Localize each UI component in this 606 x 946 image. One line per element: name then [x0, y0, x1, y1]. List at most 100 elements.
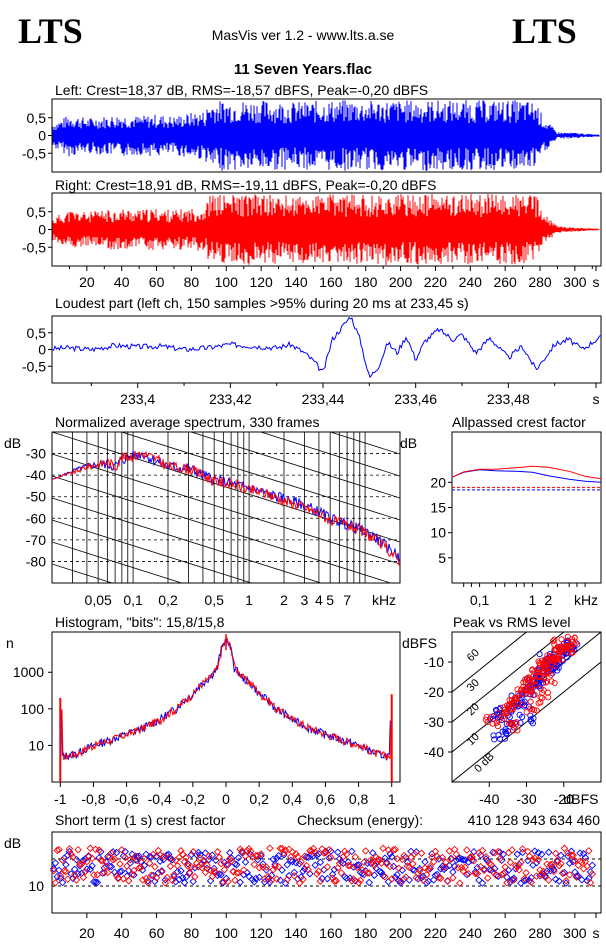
- short-term-crest-left-point: [156, 857, 164, 865]
- spectrum-slope-line: [52, 497, 323, 583]
- right-waveform-ytick-label: 0,5: [27, 204, 47, 220]
- short-term-crest-xtick-label: 100: [215, 925, 239, 941]
- right-waveform-ytick-label: 0: [38, 222, 46, 238]
- short-term-crest-xtick-label: 120: [249, 925, 273, 941]
- short-term-crest-left-point: [365, 878, 373, 887]
- peak-vs-rms-diagonal-label: 10: [465, 731, 482, 748]
- short-term-crest-right-point: [316, 877, 325, 885]
- peak-vs-rms-right-point: [553, 655, 560, 662]
- short-term-crest-right-point: [492, 871, 501, 880]
- short-term-crest-left-point: [370, 871, 379, 879]
- short-term-crest-right-point: [520, 874, 529, 883]
- short-term-crest-right-point: [370, 861, 379, 870]
- short-term-crest-right-point: [583, 862, 591, 870]
- spectrum-xtick-label: 0,1: [123, 592, 143, 608]
- peak-vs-rms-left-point: [528, 718, 535, 725]
- short-term-crest-right-point: [300, 852, 309, 860]
- peak-vs-rms-left-point: [495, 732, 502, 739]
- short-term-crest-left-point: [295, 860, 304, 868]
- spectrum-xtick-label: 7: [343, 592, 351, 608]
- short-term-crest-right-point: [276, 844, 285, 853]
- short-term-crest-right-point: [241, 852, 250, 860]
- short-term-crest-left-point: [424, 877, 433, 886]
- short-term-crest-right-point: [297, 857, 305, 866]
- short-term-crest-right-point: [199, 857, 208, 866]
- short-term-crest-right-point: [203, 861, 211, 869]
- short-term-crest-right-point: [435, 873, 443, 882]
- short-term-crest-right-point: [377, 859, 386, 868]
- peak-vs-rms-right-point: [500, 713, 507, 720]
- short-term-crest-right-point: [557, 859, 565, 868]
- peak-vs-rms-left-point: [503, 730, 510, 737]
- peak-vs-rms-right-point: [527, 698, 534, 705]
- short-term-crest-left-point: [489, 848, 497, 857]
- short-term-crest-right-point: [95, 846, 103, 855]
- short-term-crest-right-point: [358, 865, 366, 874]
- short-term-crest-left-point: [250, 878, 258, 886]
- file-title: 11 Seven Years.flac: [234, 61, 372, 78]
- short-term-crest-right-point: [424, 865, 433, 874]
- spectrum-xtick-label: 5: [326, 592, 334, 608]
- right-waveform-xtick-label: 160: [319, 274, 343, 290]
- short-term-crest-left-point: [330, 865, 339, 874]
- short-term-crest-left-point: [537, 850, 546, 859]
- spectrum-slope-line: [52, 563, 114, 583]
- short-term-crest-left-point: [470, 847, 478, 856]
- short-term-crest-left-point: [226, 849, 234, 857]
- short-term-crest-left-point: [133, 853, 142, 861]
- right-waveform-xtick-label: 200: [389, 274, 413, 290]
- histogram-xtick-label: -0,2: [181, 791, 205, 807]
- short-term-crest-right-point: [374, 855, 382, 864]
- peak-vs-rms-right-point: [529, 706, 536, 713]
- peak-vs-rms-left-point: [519, 713, 526, 721]
- short-term-crest-left-point: [544, 848, 553, 857]
- short-term-crest-left-point: [478, 879, 487, 887]
- short-term-crest-right-point: [238, 847, 246, 855]
- short-term-crest-left-point: [180, 878, 189, 887]
- histogram-ytick-label: 1000: [13, 664, 44, 680]
- short-term-crest-right-point: [539, 867, 548, 876]
- short-term-crest-xtick-label: s: [593, 925, 600, 941]
- spectrum-xtick-label: 1: [245, 592, 253, 608]
- checksum-value: 410 128 943 634 460: [468, 812, 601, 828]
- peak-vs-rms-xtick-label: -40: [479, 791, 499, 807]
- short-term-crest-right-point: [365, 869, 373, 877]
- peak-vs-rms-right-point: [534, 666, 541, 673]
- short-term-crest-right-point: [189, 848, 197, 856]
- short-term-crest-right-point: [482, 853, 490, 861]
- short-term-crest-right-point: [295, 879, 304, 887]
- short-term-crest-left-point: [185, 868, 194, 877]
- short-term-crest-right-point: [429, 858, 438, 866]
- short-term-crest-ytick-label: 10: [28, 878, 44, 894]
- short-term-crest-left-point: [562, 879, 570, 887]
- short-term-crest-right-point: [480, 866, 488, 875]
- short-term-crest-left-point: [419, 872, 427, 881]
- peak-vs-rms-right-point: [542, 658, 549, 665]
- allpassed-crest-right-curve: [451, 465, 602, 480]
- short-term-crest-right-point: [522, 868, 530, 877]
- short-term-crest-right-point: [138, 876, 147, 884]
- short-term-crest-right-point: [436, 874, 445, 882]
- short-term-crest-right-point: [217, 859, 225, 868]
- short-term-crest-right-point: [351, 853, 360, 861]
- short-term-crest-right-point: [510, 876, 518, 884]
- short-term-crest-right-point: [97, 856, 105, 864]
- short-term-crest-right-point: [140, 854, 149, 863]
- short-term-crest-left-point: [531, 847, 539, 855]
- short-term-crest-left-point: [496, 848, 504, 857]
- peak-vs-rms-right-point: [506, 720, 513, 727]
- short-term-crest-right-point: [314, 867, 323, 875]
- short-term-crest-left-point: [384, 878, 393, 886]
- short-term-crest-right-point: [323, 863, 332, 871]
- peak-rms-ylabel: dBFS: [402, 635, 437, 651]
- histogram-xtick-label: -0,6: [115, 791, 139, 807]
- short-term-crest-right-point: [192, 859, 201, 868]
- spectrum-xtick-label: 2: [280, 592, 288, 608]
- allpassed-crest-xtick-label: 0,1: [470, 592, 490, 608]
- short-term-crest-right-point: [422, 870, 431, 879]
- short-term-crest-right-point: [290, 872, 299, 880]
- short-term-crest-left-point: [194, 848, 203, 857]
- logo-right: LTS: [512, 11, 577, 51]
- spectrum-right-curve: [51, 450, 401, 566]
- short-term-crest-left-point: [403, 858, 412, 866]
